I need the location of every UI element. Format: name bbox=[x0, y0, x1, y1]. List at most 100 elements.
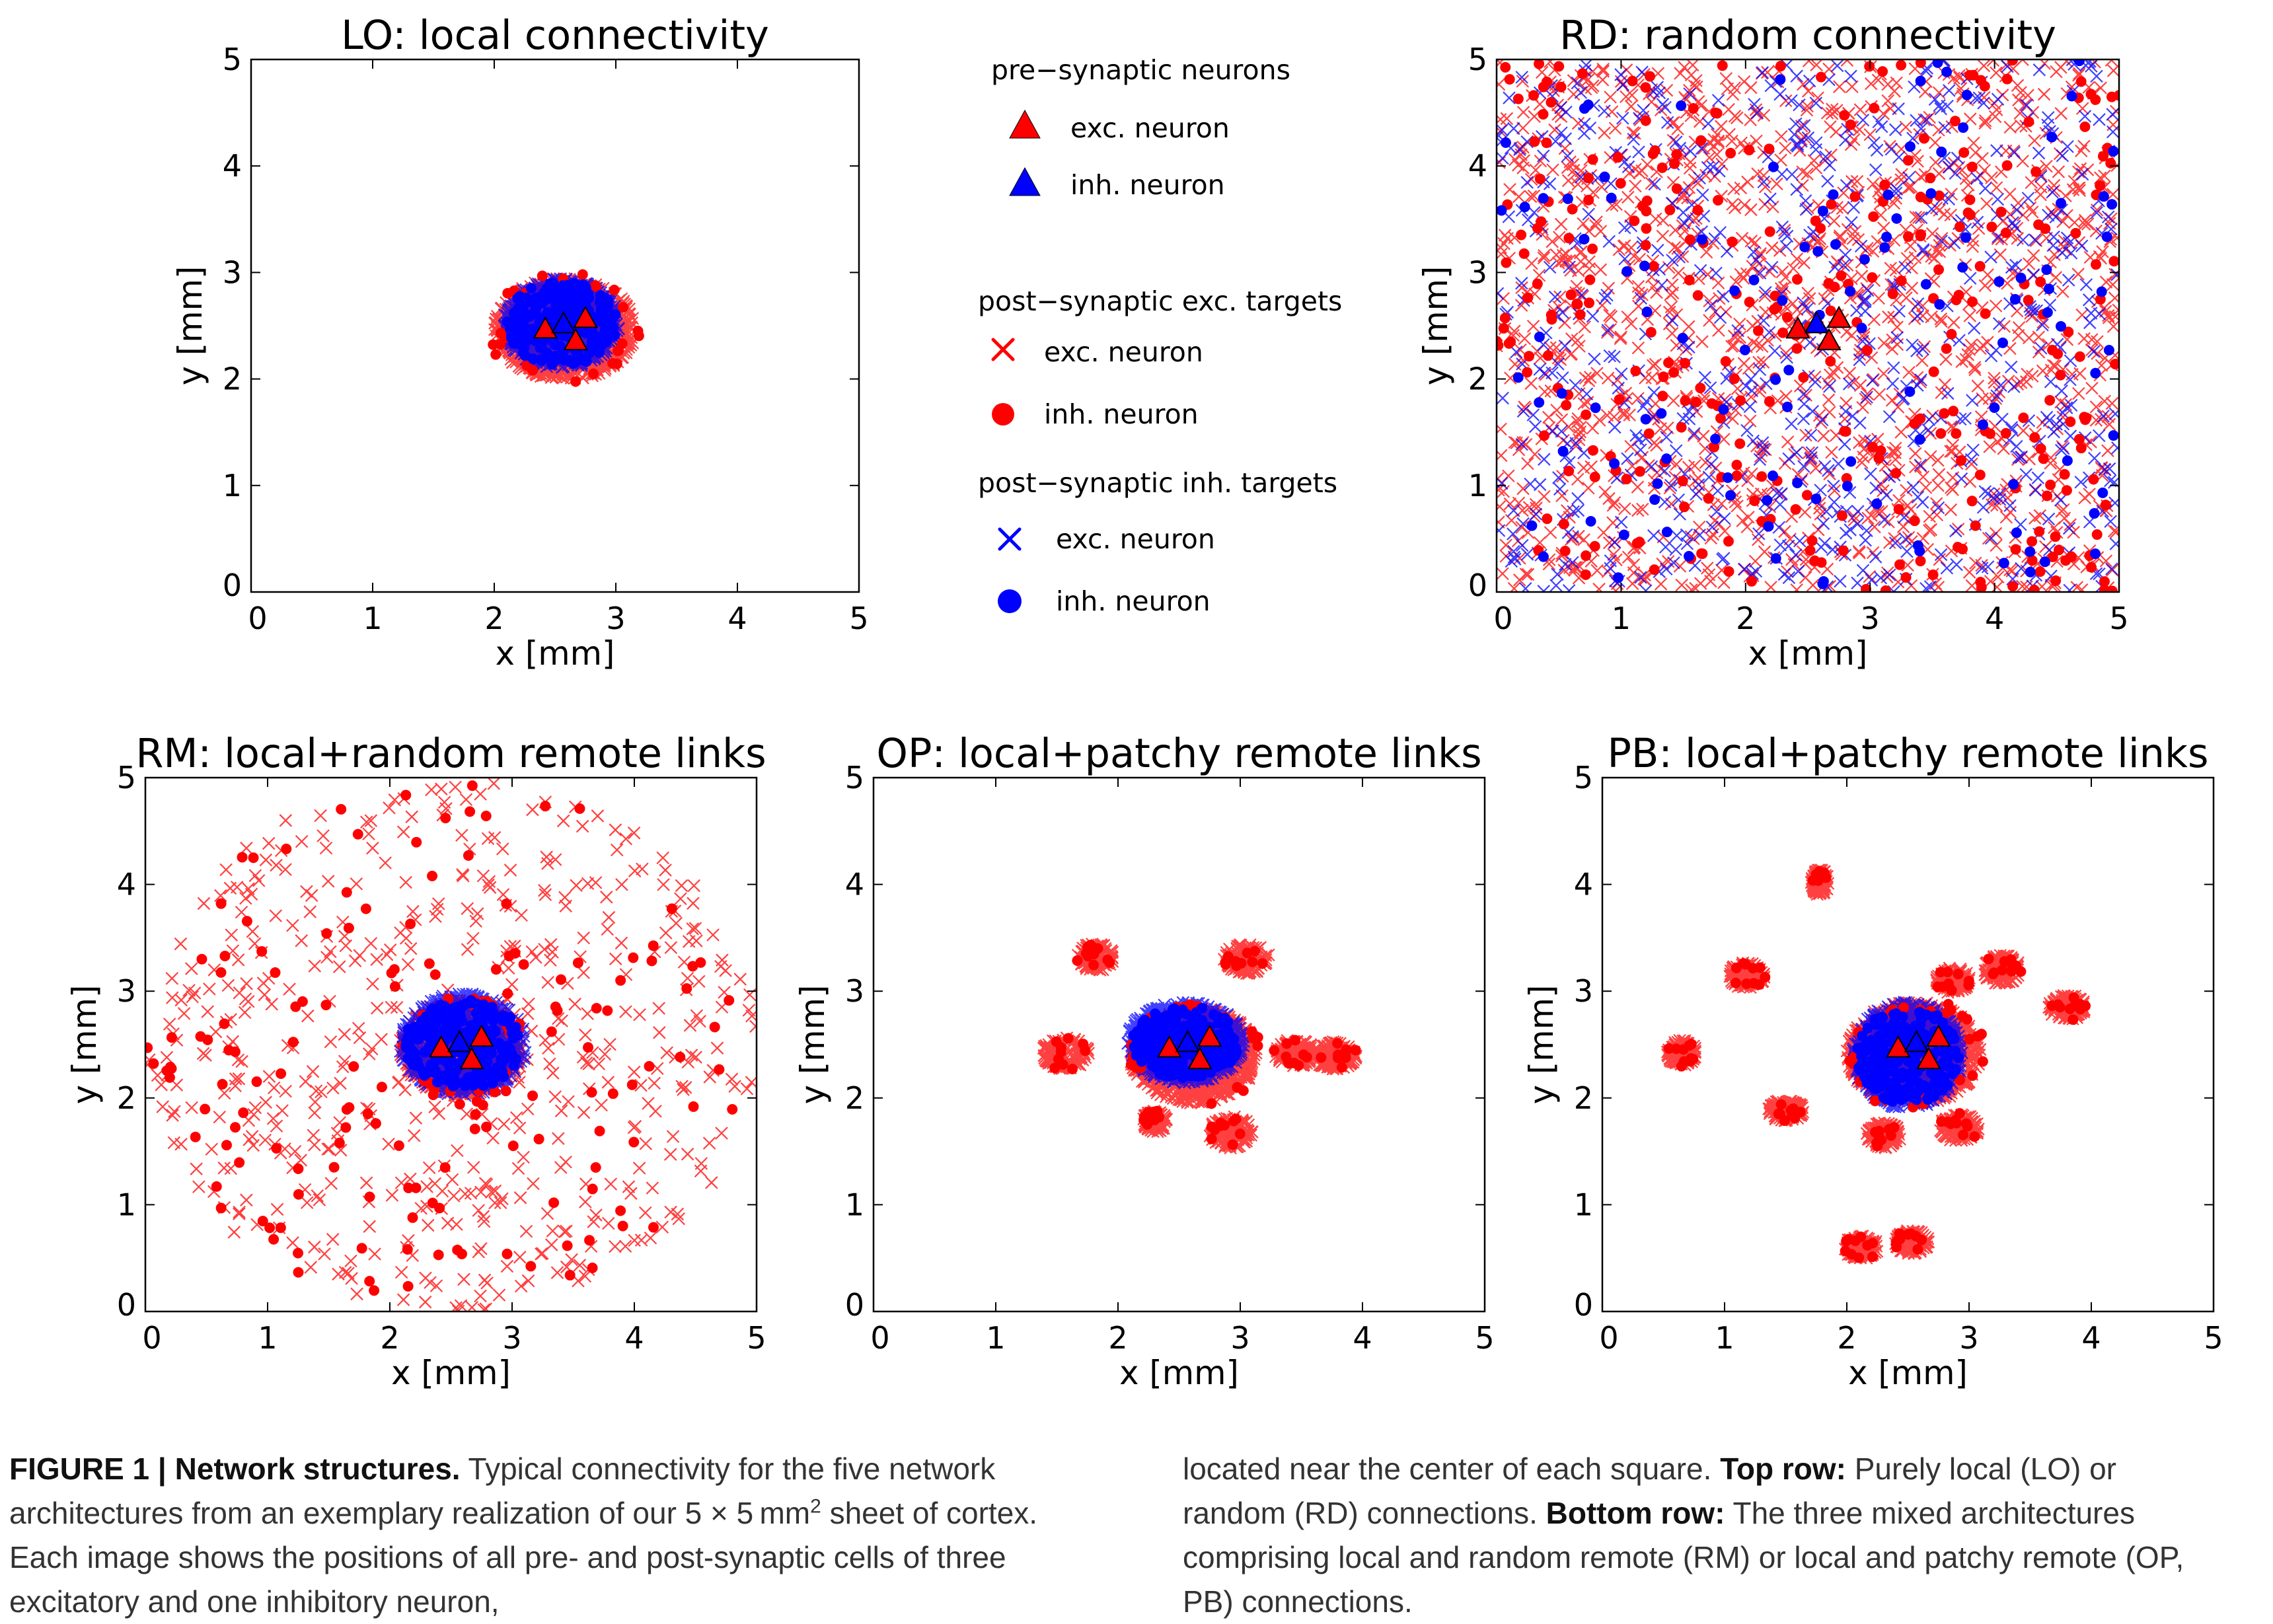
target-inh-markers-from-exc bbox=[1497, 59, 2119, 592]
y-tick-label: 0 bbox=[223, 568, 242, 603]
x-tick-label: 0 bbox=[870, 1320, 889, 1356]
x-tick-label: 2 bbox=[1837, 1320, 1856, 1356]
caption-right-column: located near the center of each square. … bbox=[1183, 1447, 2214, 1624]
pre-synaptic-exc-neuron-4 bbox=[573, 305, 598, 328]
y-tick-label: 5 bbox=[1468, 42, 1487, 77]
data-layer bbox=[1497, 59, 2119, 592]
legend-exc-target-exc-marker bbox=[991, 338, 1015, 361]
chart-title: OP: local+patchy remote links bbox=[876, 731, 1481, 777]
y-axis-label: y [mm] bbox=[1417, 266, 1455, 386]
caption-bottom-label: Bottom row: bbox=[1546, 1496, 1725, 1530]
legend-exc-target-inh-marker bbox=[992, 403, 1014, 425]
x-tick-label: 1 bbox=[1715, 1320, 1734, 1356]
y-tick-label: 3 bbox=[117, 973, 136, 1009]
caption-top-label: Top row: bbox=[1720, 1452, 1846, 1486]
caption-superscript: 2 bbox=[810, 1495, 821, 1518]
x-tick-label: 0 bbox=[142, 1320, 161, 1356]
pre-synaptic-exc-neuron-3 bbox=[1916, 1047, 1941, 1070]
chart-RM: 0 1 2 3 4 5 0 1 2 3 4 5 x [mm] y [mm] RM: local+random… bbox=[65, 731, 766, 1392]
x-tick-label: 1 bbox=[986, 1320, 1005, 1356]
x-tick-label: 5 bbox=[2204, 1320, 2223, 1356]
pre-synaptic-exc-neuron-1 bbox=[1157, 1035, 1182, 1058]
legend-inh-target-exc-label: exc. neuron bbox=[1056, 523, 1215, 555]
legend-exc-target-exc-label: exc. neuron bbox=[1044, 336, 1203, 368]
pre-synaptic-exc-neuron-4 bbox=[1826, 305, 1851, 328]
y-tick-label: 5 bbox=[845, 760, 864, 795]
x-tick-label: 5 bbox=[2109, 601, 2128, 636]
y-tick-label: 0 bbox=[117, 1287, 136, 1323]
y-tick-label: 5 bbox=[223, 42, 242, 77]
pre-synaptic-exc-neuron-3 bbox=[459, 1047, 484, 1070]
y-tick-label: 1 bbox=[845, 1187, 864, 1222]
legend: pre−synaptic neurons exc. neuron inh. ne… bbox=[978, 54, 1342, 617]
x-tick-label: 1 bbox=[258, 1320, 277, 1356]
caption-body-1: Typical connectivity for the five networ… bbox=[9, 1452, 996, 1530]
x-tick-label: 4 bbox=[1353, 1320, 1372, 1356]
x-tick-label: 5 bbox=[849, 601, 868, 636]
pre-synaptic-exc-neuron-1 bbox=[1886, 1035, 1911, 1058]
x-tick-label: 2 bbox=[1736, 601, 1755, 636]
x-tick-label: 5 bbox=[747, 1320, 766, 1356]
caption-continuation: located near the center of each square. bbox=[1183, 1452, 1721, 1486]
y-tick-label: 2 bbox=[845, 1080, 864, 1116]
target-inh-markers-from-inh bbox=[502, 277, 621, 370]
x-tick-label: 4 bbox=[1985, 601, 2004, 636]
caption-left-column: FIGURE 1 | Network structures. Typical c… bbox=[9, 1447, 1040, 1624]
pre-synaptic-inh-neuron-2 bbox=[447, 1029, 472, 1052]
y-tick-label: 1 bbox=[117, 1187, 136, 1222]
x-tick-label: 4 bbox=[2081, 1320, 2101, 1356]
x-tick-label: 3 bbox=[1861, 601, 1880, 636]
legend-inh-target-exc-marker bbox=[998, 527, 1022, 551]
y-tick-label: 2 bbox=[1574, 1080, 1593, 1116]
legend-inh-target-inh-marker bbox=[998, 589, 1022, 613]
y-axis-label: y [mm] bbox=[794, 985, 832, 1105]
x-axis-label: x [mm] bbox=[391, 1354, 511, 1392]
legend-pre-title: pre−synaptic neurons bbox=[991, 54, 1290, 86]
pre-synaptic-exc-neuron-1 bbox=[429, 1035, 454, 1058]
y-tick-label: 3 bbox=[845, 973, 864, 1009]
y-tick-label: 1 bbox=[1574, 1187, 1593, 1222]
x-tick-label: 0 bbox=[248, 601, 267, 636]
pre-synaptic-inh-neuron-2 bbox=[1175, 1029, 1201, 1052]
y-tick-label: 4 bbox=[845, 867, 864, 903]
x-tick-label: 4 bbox=[624, 1320, 644, 1356]
x-tick-label: 0 bbox=[1599, 1320, 1618, 1356]
chart-title: LO: local connectivity bbox=[341, 13, 769, 59]
axes-frame bbox=[144, 776, 758, 1313]
axes-frame bbox=[1601, 776, 2215, 1313]
pre-synaptic-inh-neuron-2 bbox=[551, 311, 576, 334]
y-axis-label: y [mm] bbox=[171, 266, 209, 386]
y-axis-label: y [mm] bbox=[1522, 985, 1561, 1105]
legend-pre-exc-marker bbox=[1009, 109, 1041, 139]
pre-synaptic-exc-neuron-3 bbox=[1816, 328, 1842, 351]
chart-RD: 0 1 2 3 4 5 0 1 2 3 4 5 x [mm] y [mm] RD: random conne… bbox=[1417, 13, 2129, 673]
legend-exc-target-inh-label: inh. neuron bbox=[1044, 398, 1199, 430]
caption-top-text: Purely local (LO) or random (RD) connect… bbox=[1183, 1452, 2116, 1530]
pre-synaptic-exc-neuron-4 bbox=[1926, 1024, 1951, 1047]
y-tick-label: 0 bbox=[1574, 1287, 1593, 1323]
legend-pre-inh-marker bbox=[1009, 166, 1041, 196]
legend-exc-targets-title: post−synaptic exc. targets bbox=[978, 285, 1342, 317]
chart-title: RD: random connectivity bbox=[1559, 13, 2056, 59]
x-tick-label: 5 bbox=[1475, 1320, 1494, 1356]
legend-pre-exc-label: exc. neuron bbox=[1070, 112, 1230, 144]
y-tick-label: 3 bbox=[1468, 254, 1487, 290]
figure-1: 0 1 2 3 4 5 0 1 2 3 4 5 x [mm] y [mm] LO: local connec… bbox=[65, 13, 2223, 1392]
axes-frame bbox=[250, 58, 860, 593]
pre-synaptic-inh-neuron-2 bbox=[1904, 1029, 1929, 1052]
y-tick-label: 4 bbox=[223, 148, 242, 184]
y-tick-label: 5 bbox=[1574, 760, 1593, 795]
pre-synaptic-exc-neuron-4 bbox=[469, 1024, 494, 1047]
y-tick-label: 0 bbox=[845, 1287, 864, 1323]
y-tick-label: 4 bbox=[1468, 148, 1487, 184]
y-tick-label: 0 bbox=[1468, 568, 1487, 603]
y-tick-label: 2 bbox=[117, 1080, 136, 1116]
data-layer bbox=[1037, 938, 1363, 1155]
x-axis-label: x [mm] bbox=[496, 634, 615, 673]
chart-title: PB: local+patchy remote links bbox=[1607, 731, 2208, 777]
x-axis-label: x [mm] bbox=[1748, 634, 1868, 673]
y-tick-label: 3 bbox=[223, 254, 242, 290]
legend-inh-target-inh-label: inh. neuron bbox=[1056, 585, 1211, 617]
caption-bottom-text: The three mixed architectures comprising… bbox=[1183, 1496, 2184, 1619]
pre-synaptic-exc-neuron-4 bbox=[1197, 1024, 1222, 1047]
